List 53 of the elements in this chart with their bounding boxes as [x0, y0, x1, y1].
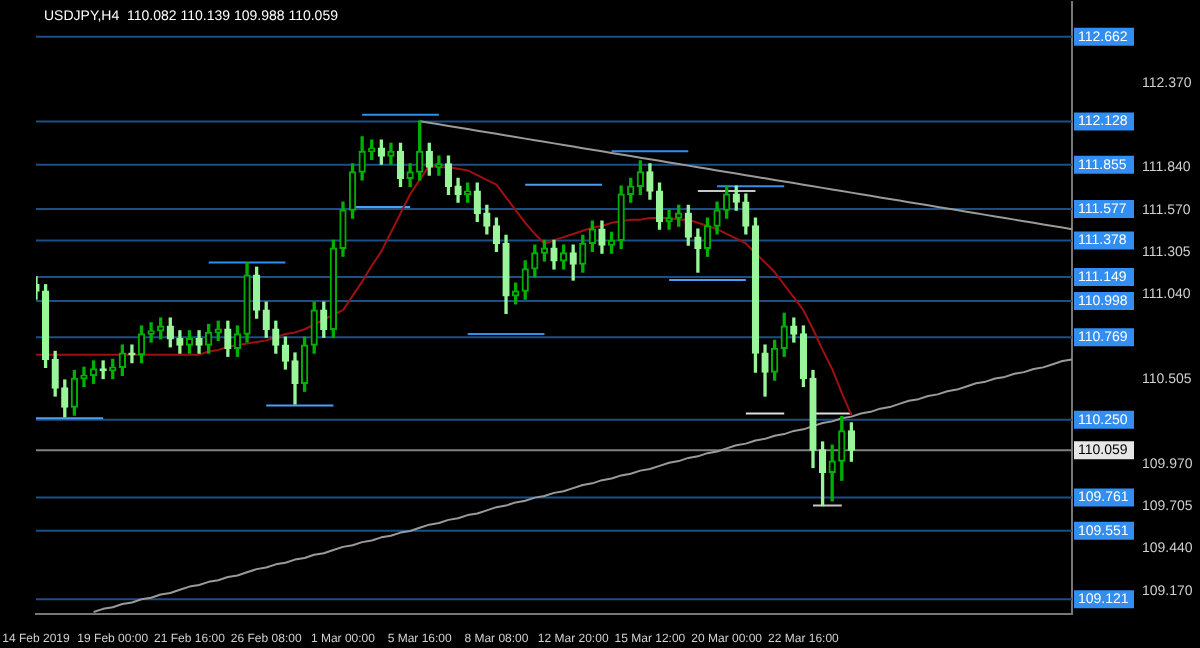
candlestick — [511, 282, 520, 305]
candlestick — [195, 330, 203, 354]
candlestick — [61, 379, 69, 418]
candlestick — [483, 204, 491, 235]
candlestick — [521, 260, 529, 300]
candlestick — [416, 120, 424, 181]
candlestick — [70, 369, 79, 416]
candlestick — [89, 360, 98, 384]
candlestick — [243, 261, 251, 343]
candlestick — [205, 323, 213, 354]
candlestick — [655, 182, 664, 230]
candlestick — [128, 344, 136, 364]
candlestick — [646, 163, 654, 200]
candlestick — [185, 330, 194, 354]
candlestick — [358, 136, 366, 181]
candlestick — [598, 220, 606, 254]
candlestick — [435, 155, 443, 176]
candlestick — [348, 163, 357, 219]
candlestick — [742, 193, 750, 235]
candlestick — [118, 344, 126, 376]
candlestick — [790, 317, 798, 343]
candlestick — [281, 336, 290, 370]
candlestick — [703, 217, 712, 257]
candlestick — [665, 209, 673, 230]
candlestick — [550, 239, 558, 270]
candlestick — [694, 228, 702, 273]
candlestick — [713, 201, 721, 235]
candlestick — [531, 244, 539, 278]
candlestick — [300, 336, 309, 392]
candlestick — [818, 441, 827, 507]
candlestick — [166, 317, 174, 348]
candlestick — [828, 444, 836, 502]
candlestick — [559, 244, 568, 270]
candlestick — [444, 155, 453, 195]
candlestick — [636, 160, 644, 195]
candlestick — [137, 325, 146, 364]
candlestick — [751, 217, 760, 373]
candlestick — [109, 358, 117, 380]
candlestick — [147, 322, 155, 343]
candlestick — [310, 301, 318, 354]
candlestick — [847, 422, 856, 462]
candlestick — [176, 330, 184, 354]
candlestick — [838, 415, 846, 481]
candlestick — [233, 325, 242, 357]
candlestick — [406, 163, 414, 187]
candlestick — [387, 142, 395, 165]
candlestick — [684, 204, 692, 246]
candlestick — [377, 139, 385, 165]
candlestick — [99, 360, 107, 380]
candlestick — [569, 244, 577, 281]
candlestick — [473, 182, 481, 222]
candlestick — [224, 320, 232, 357]
candlestick — [252, 266, 261, 319]
